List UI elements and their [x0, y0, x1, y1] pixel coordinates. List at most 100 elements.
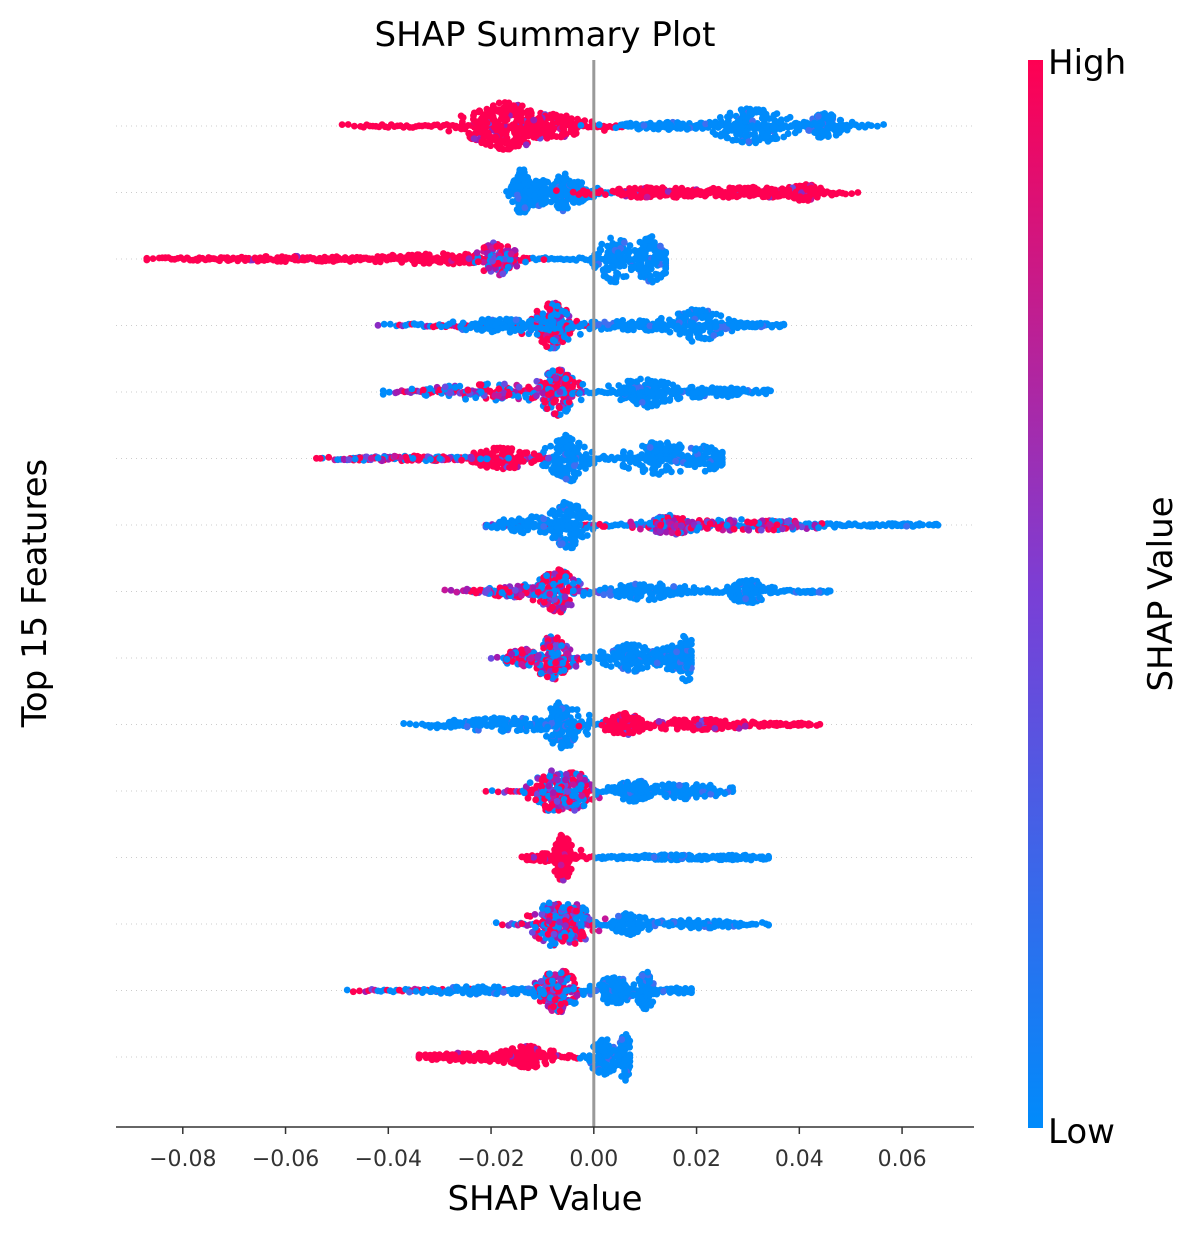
shap-point: [555, 173, 562, 181]
shap-point: [549, 336, 557, 344]
shap-point: [260, 256, 268, 263]
shap-point: [524, 112, 532, 120]
shap-point: [720, 130, 728, 138]
shap-point: [555, 442, 562, 449]
shap-point: [717, 312, 725, 320]
shap-point: [516, 183, 524, 191]
shap-point: [501, 117, 509, 125]
shap-point: [506, 144, 514, 152]
shap-point: [554, 118, 562, 126]
shap-point: [456, 382, 464, 390]
shap-point: [575, 323, 583, 331]
shap-point: [685, 334, 692, 341]
shap-point: [678, 522, 685, 530]
shap-point: [838, 125, 846, 133]
shap-point: [628, 318, 636, 326]
shap-point: [555, 457, 563, 465]
shap-point: [477, 455, 484, 463]
shap-point: [649, 470, 657, 477]
shap-point: [559, 501, 567, 509]
shap-point: [656, 193, 664, 200]
shap-point: [493, 446, 500, 454]
shap-point: [780, 133, 788, 141]
shap-point: [549, 468, 557, 476]
shap-point: [760, 386, 767, 394]
shap-point: [380, 320, 388, 328]
shap-point: [631, 184, 639, 192]
shap-point: [555, 204, 562, 212]
shap-point: [464, 386, 472, 394]
shap-point: [605, 266, 612, 274]
shap-point: [325, 453, 333, 461]
shap-point: [728, 391, 736, 399]
shap-point: [548, 120, 556, 128]
shap-point: [674, 121, 682, 129]
shap-point: [676, 394, 684, 402]
shap-point: [582, 513, 589, 521]
shap-point: [530, 121, 538, 129]
shap-point: [745, 138, 752, 145]
shap-point: [458, 456, 465, 464]
shap-point: [571, 519, 579, 527]
shap-point: [524, 517, 532, 525]
shap-point: [557, 367, 564, 375]
shap-point: [619, 461, 627, 469]
shap-point: [545, 370, 553, 378]
shap-point: [520, 127, 528, 134]
shap-point: [491, 392, 499, 399]
shap-point: [512, 316, 520, 324]
shap-point: [351, 122, 358, 130]
shap-point: [768, 322, 775, 329]
shap-point: [519, 450, 527, 457]
shap-point: [636, 238, 644, 246]
shap-point: [662, 466, 669, 474]
shap-point: [555, 466, 563, 474]
shap-point: [513, 457, 520, 465]
shap-point: [766, 521, 774, 528]
shap-point: [492, 133, 500, 141]
shap-point: [541, 528, 548, 536]
shap-point: [674, 322, 681, 330]
shap-point: [773, 521, 781, 529]
shap-point: [674, 310, 682, 318]
shap-point: [638, 399, 646, 406]
shap-point: [558, 198, 566, 206]
shap-point: [540, 256, 548, 263]
shap-point: [353, 253, 361, 261]
shap-point: [617, 396, 625, 404]
shap-point: [714, 124, 722, 131]
shap-point: [571, 530, 578, 537]
shap-point: [744, 518, 751, 526]
shap-point: [470, 135, 478, 143]
shap-point: [534, 384, 542, 392]
chart-title: SHAP Summary Plot: [375, 15, 716, 55]
shap-point: [522, 258, 529, 266]
shap-point: [480, 325, 487, 333]
shap-point: [540, 515, 548, 523]
shap-point: [749, 124, 757, 132]
shap-point: [445, 127, 453, 135]
shap-point: [729, 322, 737, 330]
shap-point: [571, 127, 578, 135]
shap-point: [567, 442, 574, 449]
shap-point: [495, 99, 503, 107]
shap-point: [536, 180, 543, 188]
shap-point: [542, 131, 550, 139]
shap-point: [723, 387, 730, 395]
shap-point: [771, 126, 779, 134]
shap-point: [737, 106, 745, 113]
shap-point: [603, 274, 611, 282]
shap-point: [577, 396, 585, 404]
shap-point: [393, 388, 401, 396]
shap-point: [637, 525, 644, 533]
shap-point: [477, 388, 485, 396]
shap-point: [518, 324, 525, 332]
shap-point: [602, 191, 609, 199]
shap-point: [712, 323, 720, 330]
shap-point: [886, 520, 894, 528]
shap-point: [654, 389, 661, 397]
shap-point: [506, 464, 513, 471]
shap-point: [816, 129, 823, 136]
shap-point: [711, 465, 718, 473]
shap-point: [553, 187, 560, 195]
